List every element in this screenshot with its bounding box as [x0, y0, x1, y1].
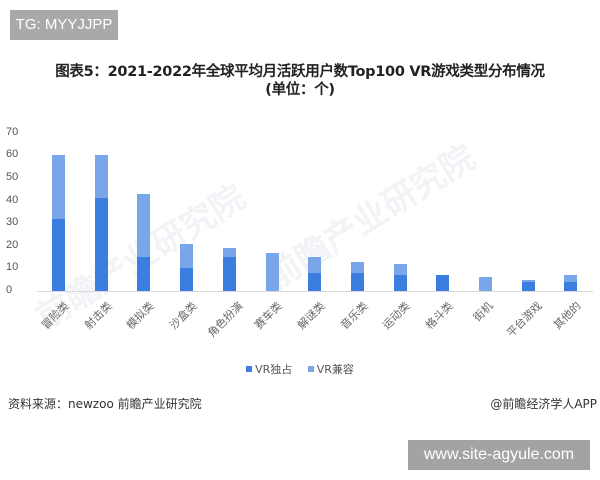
y-tick-label: 20 [6, 238, 19, 251]
chart-title-line2: (单位：个) [265, 82, 335, 98]
bar-segment-exclusive [137, 257, 151, 291]
bar-segment-compatible [137, 193, 151, 258]
bar-8 [393, 263, 407, 291]
bar-1 [94, 155, 108, 291]
tg-badge: TG: MYYJJPP [10, 10, 118, 40]
x-tick-label: 冒险类 [38, 299, 72, 332]
y-tick-label: 40 [6, 193, 19, 206]
bar-segment-compatible [308, 257, 322, 273]
bar-segment-compatible [521, 279, 535, 282]
legend-swatch-exclusive [246, 366, 253, 372]
bar-segment-exclusive [350, 272, 364, 291]
bar-segment-exclusive [436, 275, 450, 291]
x-tick-label: 角色扮演 [205, 299, 246, 340]
x-axis-line [37, 291, 593, 292]
bar-2 [137, 193, 151, 291]
bar-12 [564, 275, 578, 291]
bar-segment-compatible [479, 277, 492, 291]
x-tick-label: 沙盒类 [167, 299, 200, 332]
bar-segment-exclusive [94, 198, 108, 291]
bar-segment-compatible [265, 252, 279, 291]
bar-11 [521, 279, 535, 291]
bar-segment-compatible [393, 263, 407, 276]
legend: VR独占 VR兼容 [0, 361, 600, 377]
legend-item-compatible: VR兼容 [307, 361, 354, 377]
y-tick-label: 50 [6, 171, 19, 183]
bar-0 [52, 155, 65, 291]
watermark: 前瞻产业研究院 [259, 137, 483, 298]
bar-6 [308, 257, 322, 291]
bar-segment-exclusive [180, 268, 194, 291]
x-tick-label: 平台游戏 [504, 299, 545, 340]
bar-5 [265, 252, 279, 291]
legend-item-exclusive: VR独占 [246, 361, 292, 377]
bar-4 [222, 248, 236, 291]
bar-segment-compatible [564, 275, 578, 282]
bar-3 [180, 243, 194, 291]
bar-segment-exclusive [564, 281, 578, 291]
chart-title-line1: 图表5：2021-2022年全球平均月活跃用户数Top100 VR游戏类型分布情… [55, 64, 545, 80]
y-tick-label: 70 [6, 125, 19, 138]
bar-segment-compatible [222, 248, 236, 258]
site-badge: www.site-agyule.com [408, 440, 590, 470]
bar-segment-compatible [52, 155, 65, 219]
x-tick-label: 格斗类 [423, 299, 456, 332]
bar-segment-compatible [350, 261, 364, 273]
x-tick-label: 赛车类 [252, 299, 285, 332]
stacked-bar-chart: 前瞻产业研究院 前瞻产业研究院 0 10 20 30 40 50 60 70 冒险类 射击类 模拟… [0, 120, 600, 380]
legend-label-exclusive: VR独占 [255, 363, 293, 376]
y-tick-label: 30 [6, 216, 19, 229]
bar-segment-compatible [180, 243, 194, 269]
x-tick-label: 运动类 [380, 299, 414, 332]
x-tick-label: 射击类 [81, 299, 115, 332]
bar-segment-exclusive [52, 218, 65, 291]
chart-title: 图表5：2021-2022年全球平均月活跃用户数Top100 VR游戏类型分布情… [0, 63, 600, 99]
legend-swatch-compatible [307, 366, 314, 372]
bar-10 [479, 277, 492, 291]
source-note: 资料来源：newzoo 前瞻产业研究院 [8, 397, 202, 411]
x-tick-label: 解谜类 [295, 299, 328, 332]
bar-segment-exclusive [308, 272, 322, 291]
x-tick-label: 其他的 [551, 299, 584, 332]
y-tick-label: 0 [6, 284, 13, 296]
x-tick-label: 音乐类 [337, 299, 371, 332]
bar-segment-exclusive [222, 257, 236, 291]
x-tick-label: 模拟类 [124, 299, 157, 332]
x-tick-label: 街机 [470, 299, 496, 325]
bar-segment-exclusive [393, 275, 407, 291]
y-tick-label: 10 [6, 261, 19, 274]
credit-note: @前瞻经济学人APP [490, 397, 597, 411]
y-tick-label: 60 [6, 148, 19, 161]
bar-segment-compatible [94, 155, 108, 199]
bar-segment-exclusive [521, 281, 535, 291]
bar-7 [350, 261, 364, 291]
bar-9 [436, 275, 450, 291]
legend-label-compatible: VR兼容 [316, 363, 354, 376]
